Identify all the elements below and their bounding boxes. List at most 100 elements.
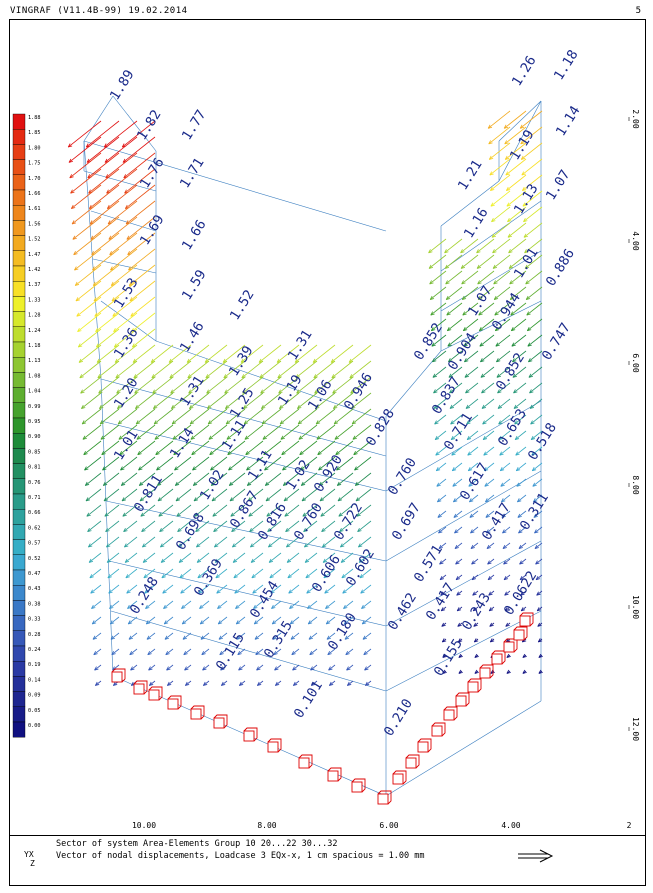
vector-shaft bbox=[487, 558, 495, 565]
vector-shaft bbox=[167, 680, 174, 686]
vector-head bbox=[181, 607, 186, 609]
displacement-vector bbox=[230, 504, 246, 517]
vector-head bbox=[477, 295, 481, 300]
displacement-vector bbox=[480, 366, 495, 378]
vector-head bbox=[316, 422, 321, 425]
displacement-plot[interactable]: 1.881.851.801.751.701.661.611.561.521.47… bbox=[10, 20, 645, 835]
displacement-vector bbox=[321, 520, 336, 533]
vector-shaft bbox=[223, 360, 246, 379]
displacement-vector bbox=[350, 376, 372, 394]
vector-shaft bbox=[117, 408, 138, 425]
support-edge bbox=[243, 727, 258, 742]
displacement-vector bbox=[84, 472, 102, 486]
vector-head bbox=[83, 453, 88, 456]
vector-head bbox=[247, 499, 252, 502]
displacement-vector bbox=[451, 446, 463, 456]
vector-shaft bbox=[316, 424, 336, 440]
vector-shaft bbox=[191, 440, 210, 456]
vector-shaft bbox=[85, 488, 102, 502]
vector-shaft bbox=[279, 408, 300, 425]
displacement-vector bbox=[516, 494, 527, 503]
vector-head bbox=[101, 453, 106, 456]
displacement-vector bbox=[318, 456, 336, 471]
vector-head bbox=[85, 497, 89, 502]
vector-head bbox=[92, 266, 95, 271]
displacement-vector bbox=[279, 392, 300, 409]
vector-head bbox=[112, 681, 116, 686]
vector-head bbox=[328, 668, 333, 671]
vector-head bbox=[113, 327, 116, 332]
vector-head bbox=[288, 589, 291, 594]
vector-head bbox=[261, 407, 266, 409]
vector-head bbox=[346, 668, 351, 671]
drawing-viewport[interactable]: 1.88 1.85 1.80 1.75 1.70 1.66 1.61 1.56 1.52 1.47… bbox=[9, 19, 646, 836]
displacement-vector bbox=[265, 488, 282, 502]
displacement-vector bbox=[100, 424, 120, 440]
displacement-vector bbox=[132, 344, 156, 363]
vector-shaft bbox=[192, 456, 210, 471]
vector-head bbox=[126, 591, 131, 594]
vector-head bbox=[166, 668, 171, 671]
vector-head bbox=[535, 575, 539, 580]
displacement-vector bbox=[520, 126, 543, 145]
displacement-vector bbox=[528, 366, 543, 378]
vector-head bbox=[301, 497, 305, 502]
displacement-vector bbox=[338, 504, 354, 517]
displacement-vector bbox=[78, 344, 102, 363]
right-axis-tick: 2.00 bbox=[628, 109, 640, 129]
vector-shaft bbox=[453, 494, 463, 503]
displacement-vector bbox=[456, 590, 463, 596]
displacement-vector bbox=[274, 680, 282, 686]
vector-head bbox=[470, 531, 475, 534]
vector-head bbox=[103, 497, 107, 502]
displacement-value-label: 0.315 bbox=[261, 618, 296, 661]
vector-shaft bbox=[251, 568, 264, 579]
displacement-vector bbox=[470, 526, 479, 534]
vector-shaft bbox=[135, 392, 156, 409]
displacement-vector bbox=[197, 568, 210, 579]
vector-head bbox=[148, 668, 153, 671]
vector-head bbox=[232, 543, 235, 548]
vector-shaft bbox=[123, 152, 156, 179]
vector-head bbox=[304, 558, 308, 563]
vector-head bbox=[510, 311, 514, 316]
legend-value: 0.43 bbox=[28, 586, 41, 592]
vector-shaft bbox=[122, 504, 138, 517]
vector-head bbox=[163, 620, 167, 625]
displacement-vector bbox=[491, 206, 511, 223]
vector-head bbox=[446, 326, 450, 331]
vector-head bbox=[297, 404, 300, 409]
vector-head bbox=[89, 220, 93, 225]
vector-shaft bbox=[142, 536, 156, 548]
vector-head bbox=[315, 420, 319, 425]
displacement-vector bbox=[77, 328, 102, 348]
vector-head bbox=[278, 389, 281, 394]
vector-head bbox=[338, 512, 342, 517]
vector-head bbox=[483, 451, 486, 456]
vector-head bbox=[494, 326, 498, 331]
vector-head bbox=[198, 591, 203, 594]
vector-head bbox=[251, 574, 255, 579]
mesh-edge bbox=[155, 340, 387, 422]
vector-head bbox=[471, 562, 476, 565]
vector-head bbox=[517, 513, 521, 518]
vector-shaft bbox=[318, 456, 336, 471]
vector-shaft bbox=[249, 520, 264, 532]
displacement-vector bbox=[158, 504, 174, 517]
displacement-vector bbox=[90, 584, 102, 594]
vector-head bbox=[322, 543, 325, 548]
vector-head bbox=[342, 591, 347, 594]
vector-head bbox=[125, 576, 130, 579]
vector-head bbox=[287, 576, 292, 579]
vector-head bbox=[92, 622, 97, 625]
vector-shaft bbox=[118, 424, 138, 440]
vector-head bbox=[279, 420, 283, 425]
vector-head bbox=[210, 481, 214, 486]
vector-shaft bbox=[78, 344, 102, 363]
vector-head bbox=[363, 651, 367, 655]
vector-shaft bbox=[226, 424, 246, 440]
displacement-vector bbox=[455, 574, 463, 581]
vector-head bbox=[487, 562, 492, 565]
vector-head bbox=[170, 389, 173, 394]
vector-head bbox=[223, 376, 228, 379]
